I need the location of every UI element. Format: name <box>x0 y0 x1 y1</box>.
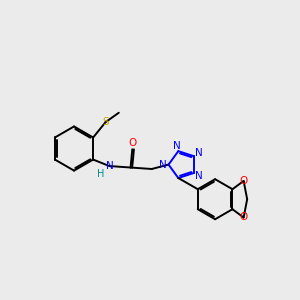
Text: O: O <box>239 212 248 223</box>
Text: N: N <box>106 161 114 171</box>
Text: N: N <box>172 140 180 151</box>
Text: N: N <box>195 171 203 181</box>
Text: S: S <box>102 117 109 127</box>
Text: O: O <box>128 138 136 148</box>
Text: N: N <box>195 148 203 158</box>
Text: N: N <box>159 160 167 170</box>
Text: H: H <box>98 169 105 179</box>
Text: O: O <box>239 176 248 186</box>
